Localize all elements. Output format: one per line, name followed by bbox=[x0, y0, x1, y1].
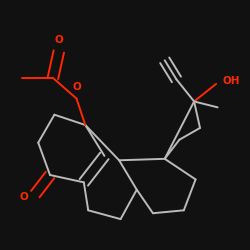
Text: O: O bbox=[19, 192, 28, 202]
Text: OH: OH bbox=[222, 76, 240, 86]
Text: O: O bbox=[72, 82, 81, 92]
Text: O: O bbox=[54, 35, 63, 45]
